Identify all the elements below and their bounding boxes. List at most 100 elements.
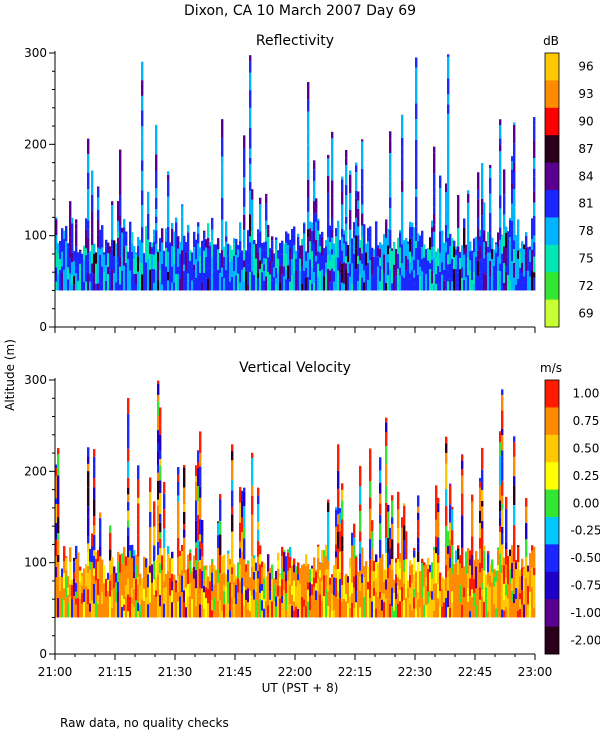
data-cell [175,274,178,291]
data-cell [379,523,382,540]
data-cell [425,274,428,291]
data-cell [133,555,136,572]
data-cell [99,601,102,618]
data-cell [123,556,126,574]
data-cell [167,171,170,175]
data-cell [159,532,162,539]
data-cell [143,253,146,265]
data-cell [465,277,468,291]
data-cell [55,267,58,282]
data-cell [415,260,418,269]
data-cell [337,610,340,618]
data-cell [521,282,524,291]
data-cell [79,249,82,252]
data-cell [305,251,308,262]
data-cell [63,573,66,589]
data-cell [289,556,292,568]
data-cell [117,602,120,618]
data-cell [461,589,464,605]
data-cell [65,241,68,255]
data-cell [171,558,174,574]
colorbar-swatch [545,53,559,81]
data-cell [479,500,482,511]
data-cell [473,579,476,594]
data-cell [143,574,146,589]
data-cell [79,263,82,275]
data-cell [437,562,440,584]
data-cell [103,254,106,273]
data-cell [403,503,406,506]
data-cell [357,255,360,264]
data-cell [249,157,252,164]
data-cell [259,197,262,205]
data-cell [411,270,414,291]
data-cell [527,264,530,271]
data-cell [153,254,156,270]
data-cell [341,536,344,552]
data-cell [427,248,430,261]
data-cell [353,269,356,291]
data-cell [169,260,172,270]
data-cell [307,111,310,132]
data-cell [101,583,104,592]
data-cell [201,264,204,283]
data-cell [75,246,78,268]
data-cell [165,574,168,588]
data-cell [377,563,380,575]
data-cell [515,236,518,258]
data-cell [119,554,122,573]
data-cell [187,252,190,274]
data-cell [383,234,386,255]
data-cell [365,601,368,609]
y-tick-label: 300 [24,46,47,60]
data-cell [431,283,434,291]
data-cell [125,276,128,291]
data-cell [203,608,206,618]
data-cell [115,572,118,583]
data-cell [211,272,214,291]
data-cell [399,247,402,268]
data-cell [373,595,376,618]
data-cell [93,516,96,526]
data-cell [475,588,478,597]
data-cell [481,185,484,199]
data-cell [197,462,200,469]
data-cell [457,574,460,583]
data-cell [399,554,402,562]
data-cell [157,574,160,596]
data-cell [457,582,460,598]
data-cell [497,565,500,571]
data-cell [313,162,316,170]
data-cell [317,544,320,547]
data-cell [435,501,438,520]
data-cell [183,467,186,488]
data-cell [335,228,338,237]
data-cell [159,513,162,523]
data-cell [499,531,502,554]
data-cell [311,565,314,569]
data-cell [231,490,234,508]
data-cell [267,271,270,291]
data-cell [213,270,216,291]
data-cell [135,252,138,254]
data-cell [479,272,482,291]
data-cell [311,267,314,284]
data-cell [449,607,452,618]
data-cell [263,242,266,259]
data-cell [329,260,332,271]
data-cell [423,282,426,291]
data-cell [307,211,310,230]
data-cell [445,577,448,592]
data-cell [291,229,294,244]
data-cell [243,267,246,282]
colorbar-tick-label: 84 [578,169,593,183]
data-cell [251,230,254,241]
data-cell [401,165,404,181]
data-cell [297,271,300,291]
data-cell [335,577,338,597]
data-cell [431,270,434,284]
data-cell [315,571,318,584]
data-cell [195,606,198,618]
data-cell [515,569,518,588]
data-cell [209,272,212,291]
